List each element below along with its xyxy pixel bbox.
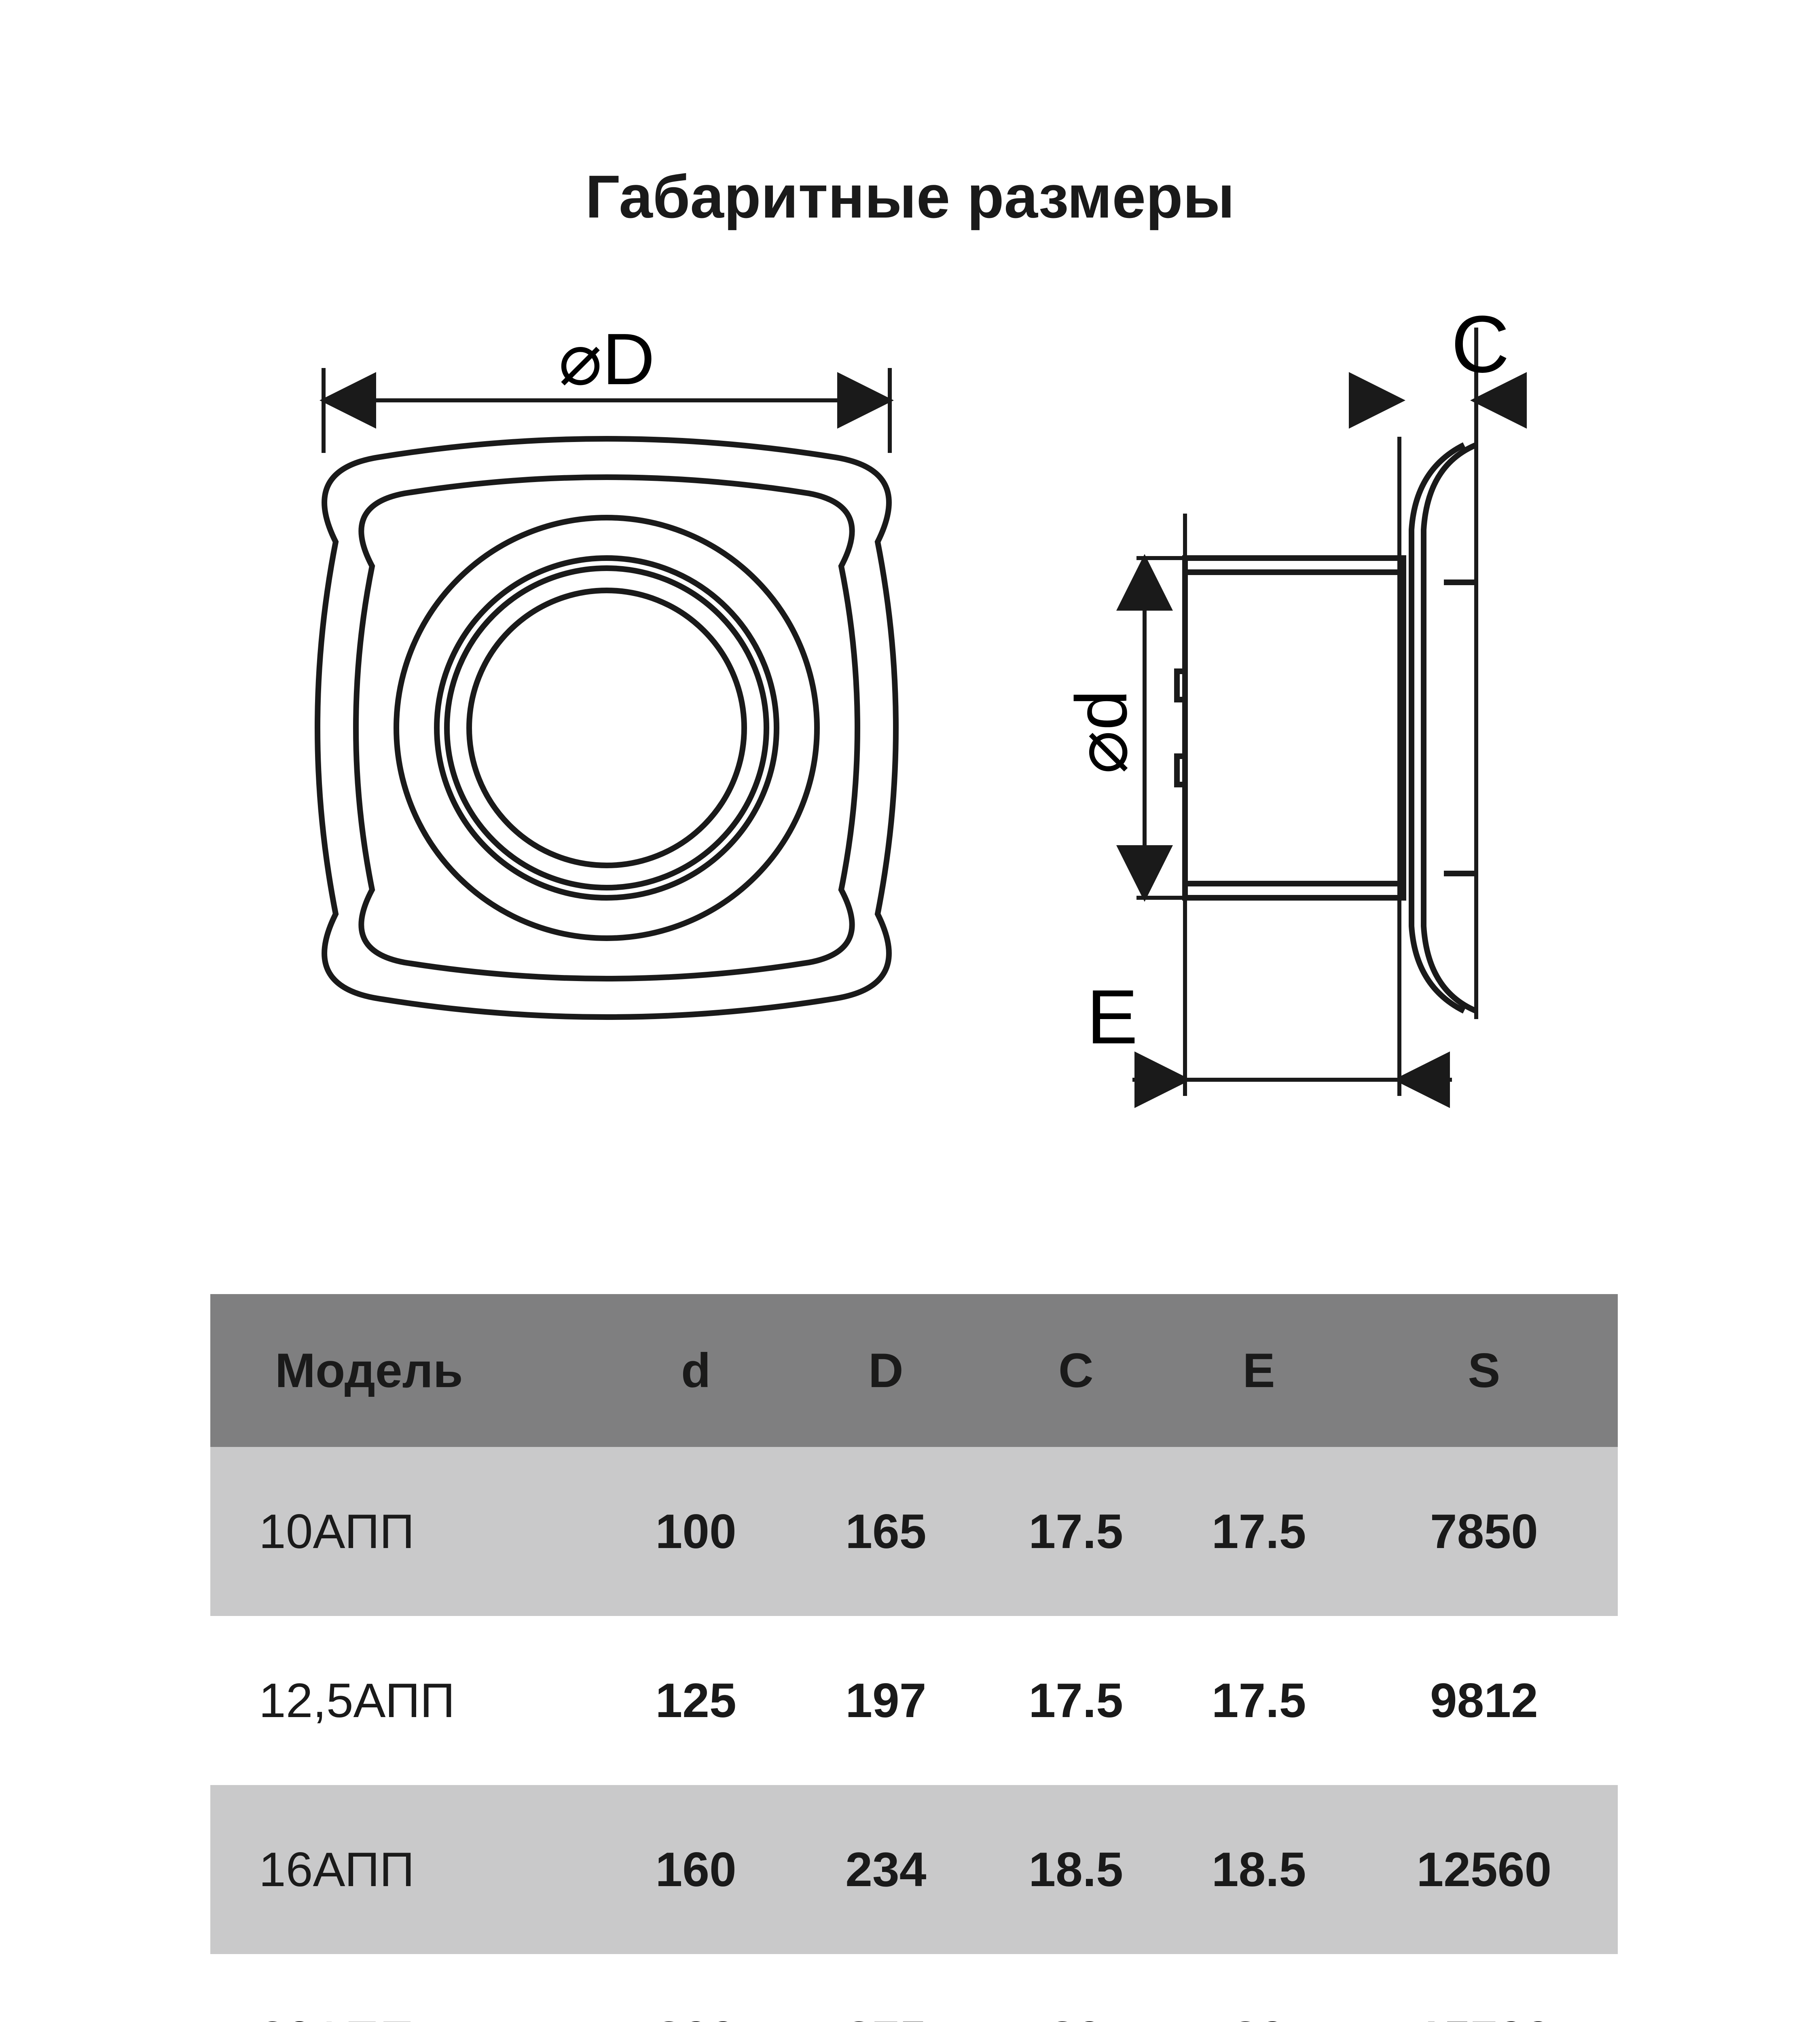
- value-cell: 17.5: [984, 1447, 1167, 1616]
- col-header-C: C: [984, 1294, 1167, 1447]
- table-row: 12,5АПП12519717.517.59812: [210, 1616, 1618, 1785]
- value-cell: 160: [604, 1785, 787, 1954]
- value-cell: 275: [787, 1954, 984, 2022]
- value-cell: 20: [1167, 1954, 1350, 2022]
- col-header-S: S: [1350, 1294, 1618, 1447]
- value-cell: 20: [984, 1954, 1167, 2022]
- dim-label-E: E: [1087, 974, 1138, 1060]
- model-cell: 20АПП: [210, 1954, 604, 2022]
- value-cell: 200: [604, 1954, 787, 2022]
- model-cell: 16АПП: [210, 1785, 604, 1954]
- col-header-D: D: [787, 1294, 984, 1447]
- table-row: 10АПП10016517.517.57850: [210, 1447, 1618, 1616]
- dimension-diagram: ⌀D C: [263, 303, 1598, 1193]
- model-cell: 12,5АПП: [210, 1616, 604, 1785]
- value-cell: 9812: [1350, 1616, 1618, 1785]
- value-cell: 125: [604, 1616, 787, 1785]
- table-row: 20АПП200275202015700: [210, 1954, 1618, 2022]
- value-cell: 100: [604, 1447, 787, 1616]
- dim-label-C: C: [1451, 303, 1509, 389]
- col-header-E: E: [1167, 1294, 1350, 1447]
- value-cell: 234: [787, 1785, 984, 1954]
- table-row: 16АПП16023418.518.512560: [210, 1785, 1618, 1954]
- value-cell: 165: [787, 1447, 984, 1616]
- table-header-row: Модель d D C E S: [210, 1294, 1618, 1447]
- value-cell: 17.5: [984, 1616, 1167, 1785]
- col-header-d: d: [604, 1294, 787, 1447]
- page-title: Габаритные размеры: [0, 162, 1820, 232]
- model-cell: 10АПП: [210, 1447, 604, 1616]
- value-cell: 18.5: [984, 1785, 1167, 1954]
- dim-label-D: ⌀D: [559, 319, 655, 400]
- value-cell: 15700: [1350, 1954, 1618, 2022]
- dimensions-table: Модель d D C E S 10АПП10016517.517.57850…: [210, 1294, 1618, 2022]
- value-cell: 18.5: [1167, 1785, 1350, 1954]
- value-cell: 17.5: [1167, 1616, 1350, 1785]
- value-cell: 197: [787, 1616, 984, 1785]
- dim-label-d: ⌀d: [1061, 690, 1142, 774]
- value-cell: 7850: [1350, 1447, 1618, 1616]
- value-cell: 12560: [1350, 1785, 1618, 1954]
- value-cell: 17.5: [1167, 1447, 1350, 1616]
- col-header-model: Модель: [210, 1294, 604, 1447]
